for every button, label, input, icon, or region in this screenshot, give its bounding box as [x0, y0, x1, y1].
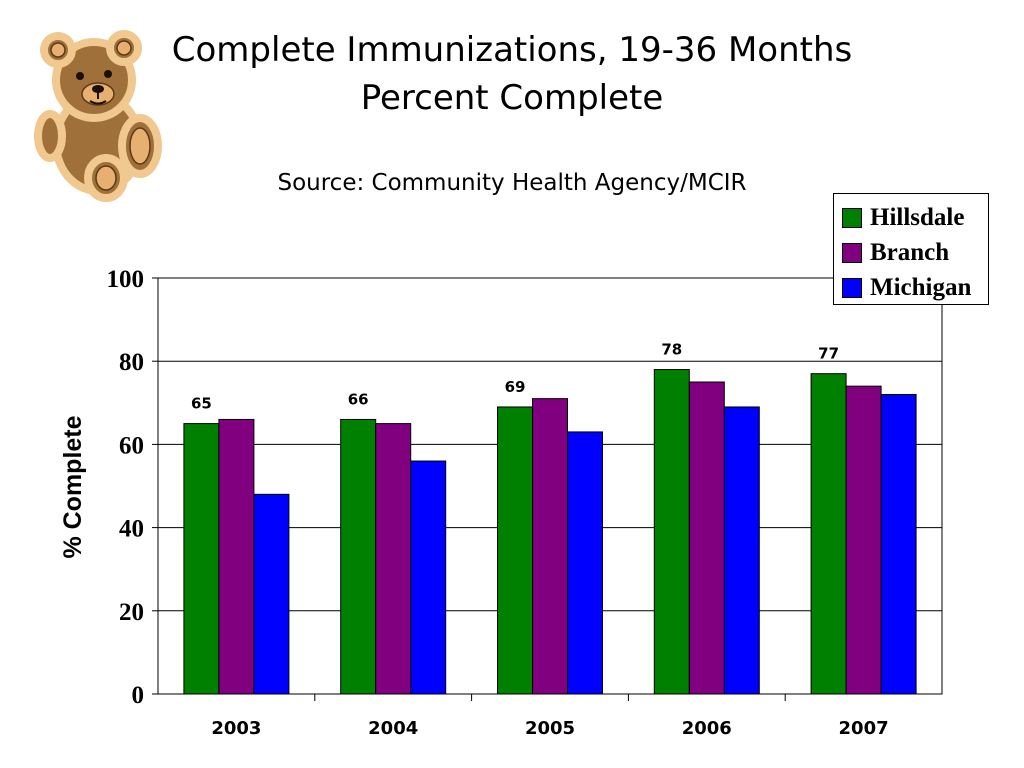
legend-label-branch: Branch [870, 238, 950, 266]
bar-hillsdale-2007 [810, 373, 847, 695]
legend: Hillsdale Branch Michigan [833, 193, 989, 305]
axes [152, 277, 943, 701]
bar-branch-2006 [688, 381, 725, 695]
x-tick-label: 2004 [368, 718, 418, 739]
data-label: 78 [661, 341, 682, 359]
y-tick-label: 60 [119, 432, 144, 459]
bar-michigan-2004 [410, 460, 447, 695]
legend-label-hillsdale: Hillsdale [870, 203, 965, 231]
legend-swatch-hillsdale [842, 207, 862, 228]
y-axis-label: % Complete [59, 415, 87, 558]
bar-michigan-2006 [723, 406, 760, 695]
bar-hillsdale-2006 [653, 369, 690, 695]
data-label: 65 [191, 395, 212, 413]
bar-michigan-2007 [880, 393, 917, 695]
legend-item-branch: Branch [842, 235, 988, 270]
data-label: 77 [818, 345, 839, 363]
bars [183, 369, 917, 695]
data-label: 69 [505, 378, 526, 396]
y-tick-label: 40 [119, 516, 144, 543]
bar-hillsdale-2003 [183, 423, 220, 695]
y-tick-label: 80 [119, 349, 144, 376]
legend-swatch-branch [842, 242, 862, 263]
chart-labels: 0 20 40 60 80 100 65 2003 66 2004 69 2005 78 2006 77 20… [107, 266, 889, 739]
y-tick-label: 20 [119, 599, 144, 626]
chart-source: Source: Community Health Agency/MCIR [277, 170, 747, 196]
y-tick-label: 0 [132, 682, 145, 709]
x-tick-label: 2005 [525, 718, 575, 739]
chart-title-line1: Complete Immunizations, 19-36 Months [171, 30, 853, 70]
legend-label-michigan: Michigan [870, 273, 972, 301]
legend-item-hillsdale: Hillsdale [842, 200, 988, 235]
bar-hillsdale-2004 [340, 418, 377, 695]
bar-michigan-2005 [567, 431, 603, 695]
bar-branch-2005 [532, 398, 568, 695]
bar-branch-2004 [375, 423, 412, 695]
bar-branch-2003 [218, 418, 255, 695]
legend-item-michigan: Michigan [842, 270, 988, 305]
data-label: 66 [348, 390, 369, 408]
x-tick-label: 2007 [839, 718, 889, 739]
legend-swatch-michigan [842, 277, 862, 298]
y-tick-label: 100 [107, 266, 145, 293]
x-tick-label: 2006 [682, 718, 732, 739]
teddy-bear-icon [34, 30, 162, 202]
x-tick-label: 2003 [211, 718, 261, 739]
plot-frame [157, 277, 943, 695]
bar-branch-2007 [845, 385, 882, 695]
bar-michigan-2003 [253, 493, 290, 695]
bar-hillsdale-2005 [497, 406, 533, 695]
chart-title-line2: Percent Complete [360, 78, 664, 118]
